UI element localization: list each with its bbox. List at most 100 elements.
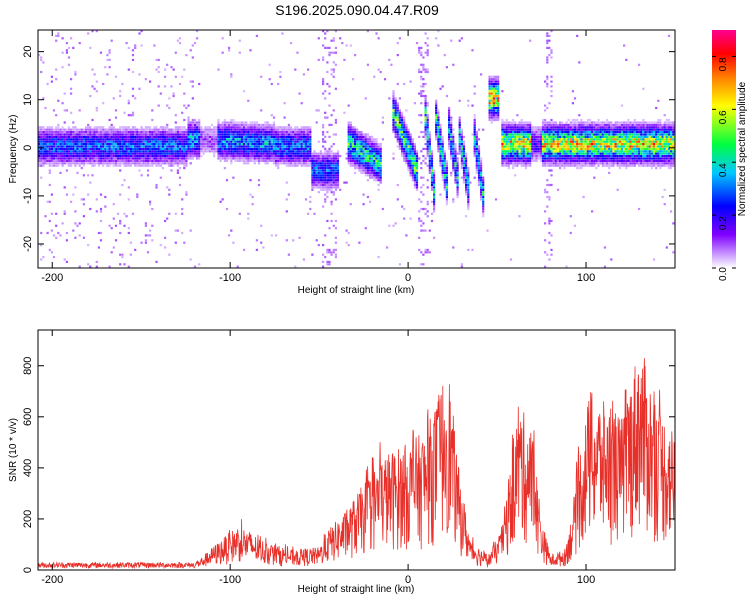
- heatmap-cell: [448, 135, 451, 138]
- heatmap-cell: [87, 174, 90, 177]
- heatmap-cell: [89, 145, 92, 148]
- heatmap-cell: [439, 128, 442, 131]
- heatmap-cell: [40, 128, 43, 131]
- heatmap-cell: [55, 128, 58, 131]
- heatmap-cell: [251, 143, 254, 146]
- heatmap-cell: [44, 157, 47, 160]
- heatmap-cell: [55, 140, 58, 143]
- heatmap-cell: [322, 82, 325, 86]
- heatmap-cell: [458, 150, 461, 153]
- heatmap-cell: [292, 131, 295, 134]
- heatmap-cell: [153, 138, 156, 141]
- heatmap-cell: [260, 123, 263, 126]
- heatmap-cell: [556, 147, 560, 150]
- heatmap-cell: [196, 37, 199, 40]
- heatmap-cell: [520, 138, 523, 141]
- heatmap-cell: [72, 131, 75, 134]
- heatmap-cell: [546, 205, 549, 208]
- heatmap-cell: [336, 176, 340, 179]
- heatmap-cell: [580, 140, 583, 143]
- heatmap-cell: [272, 162, 276, 165]
- heatmap-cell: [302, 138, 305, 141]
- heatmap-cell: [93, 159, 96, 162]
- heatmap-cell: [591, 121, 594, 124]
- heatmap-cell: [462, 143, 466, 146]
- heatmap-cell: [401, 138, 404, 141]
- heatmap-cell: [520, 162, 523, 165]
- heatmap-cell: [172, 155, 175, 158]
- heatmap-cell: [134, 128, 137, 131]
- heatmap-cell: [546, 150, 549, 153]
- heatmap-cell: [136, 138, 139, 141]
- heatmap-cell: [97, 159, 100, 162]
- heatmap-cell: [87, 140, 90, 143]
- heatmap-cell: [366, 133, 369, 136]
- heatmap-cell: [104, 147, 107, 150]
- heatmap-cell: [61, 157, 64, 160]
- heatmap-cell: [488, 92, 491, 95]
- heatmap-cell: [497, 82, 500, 86]
- heatmap-cell: [593, 131, 596, 134]
- heatmap-cell: [206, 126, 209, 129]
- heatmap-cell: [554, 121, 557, 124]
- heatmap-cell: [328, 152, 331, 155]
- heatmap-cell: [309, 140, 312, 143]
- heatmap-cell: [392, 102, 395, 105]
- heatmap-cell: [44, 106, 47, 110]
- heatmap-cell: [187, 138, 190, 141]
- heatmap-cell: [465, 215, 468, 218]
- heatmap-cell: [57, 138, 60, 141]
- heatmap-cell: [166, 123, 169, 126]
- heatmap-cell: [315, 121, 318, 124]
- heatmap-cell: [445, 188, 448, 191]
- heatmap-cell: [44, 150, 47, 153]
- heatmap-cell: [514, 164, 517, 167]
- heatmap-cell: [262, 143, 265, 146]
- heatmap-cell: [477, 181, 481, 184]
- heatmap-cell: [174, 126, 177, 129]
- heatmap-cell: [159, 164, 162, 167]
- heatmap-cell: [548, 131, 551, 134]
- heatmap-cell: [298, 155, 301, 158]
- heatmap-cell: [99, 239, 103, 242]
- heatmap-cell: [159, 92, 162, 95]
- heatmap-cell: [221, 37, 224, 40]
- heatmap-cell: [324, 174, 327, 177]
- heatmap-cell: [74, 150, 77, 153]
- heatmap-cell: [108, 157, 111, 160]
- heatmap-cell: [38, 157, 41, 160]
- heatmap-cell: [448, 145, 451, 148]
- heatmap-cell: [522, 164, 525, 167]
- heatmap-cell: [347, 128, 350, 131]
- heatmap-cell: [527, 140, 530, 143]
- heatmap-cell: [119, 219, 122, 223]
- heatmap-cell: [554, 150, 557, 153]
- heatmap-cell: [215, 140, 218, 143]
- heatmap-cell: [234, 131, 237, 134]
- heatmap-cell: [377, 162, 380, 165]
- heatmap-cell: [501, 131, 504, 134]
- heatmap-cell: [70, 111, 73, 114]
- heatmap-cell: [529, 150, 532, 153]
- heatmap-cell: [63, 145, 66, 148]
- heatmap-cell: [520, 126, 523, 129]
- heatmap-cell: [65, 42, 68, 45]
- heatmap-cell: [439, 123, 442, 126]
- heatmap-cell: [270, 143, 273, 146]
- heatmap-cell: [544, 239, 547, 242]
- heatmap-cell: [164, 138, 167, 141]
- heatmap-cell: [377, 174, 380, 177]
- heatmap-cell: [503, 133, 506, 136]
- heatmap-cell: [178, 145, 182, 148]
- heatmap-cell: [140, 164, 143, 167]
- heatmap-cell: [174, 135, 177, 138]
- heatmap-cell: [249, 147, 252, 150]
- heatmap-cell: [460, 145, 463, 148]
- heatmap-cell: [206, 147, 209, 150]
- heatmap-cell: [80, 140, 83, 143]
- heatmap-cell: [42, 140, 45, 143]
- heatmap-cell: [326, 46, 329, 49]
- heatmap-cell: [324, 167, 327, 170]
- heatmap-cell: [561, 138, 564, 141]
- heatmap-cell: [275, 131, 278, 134]
